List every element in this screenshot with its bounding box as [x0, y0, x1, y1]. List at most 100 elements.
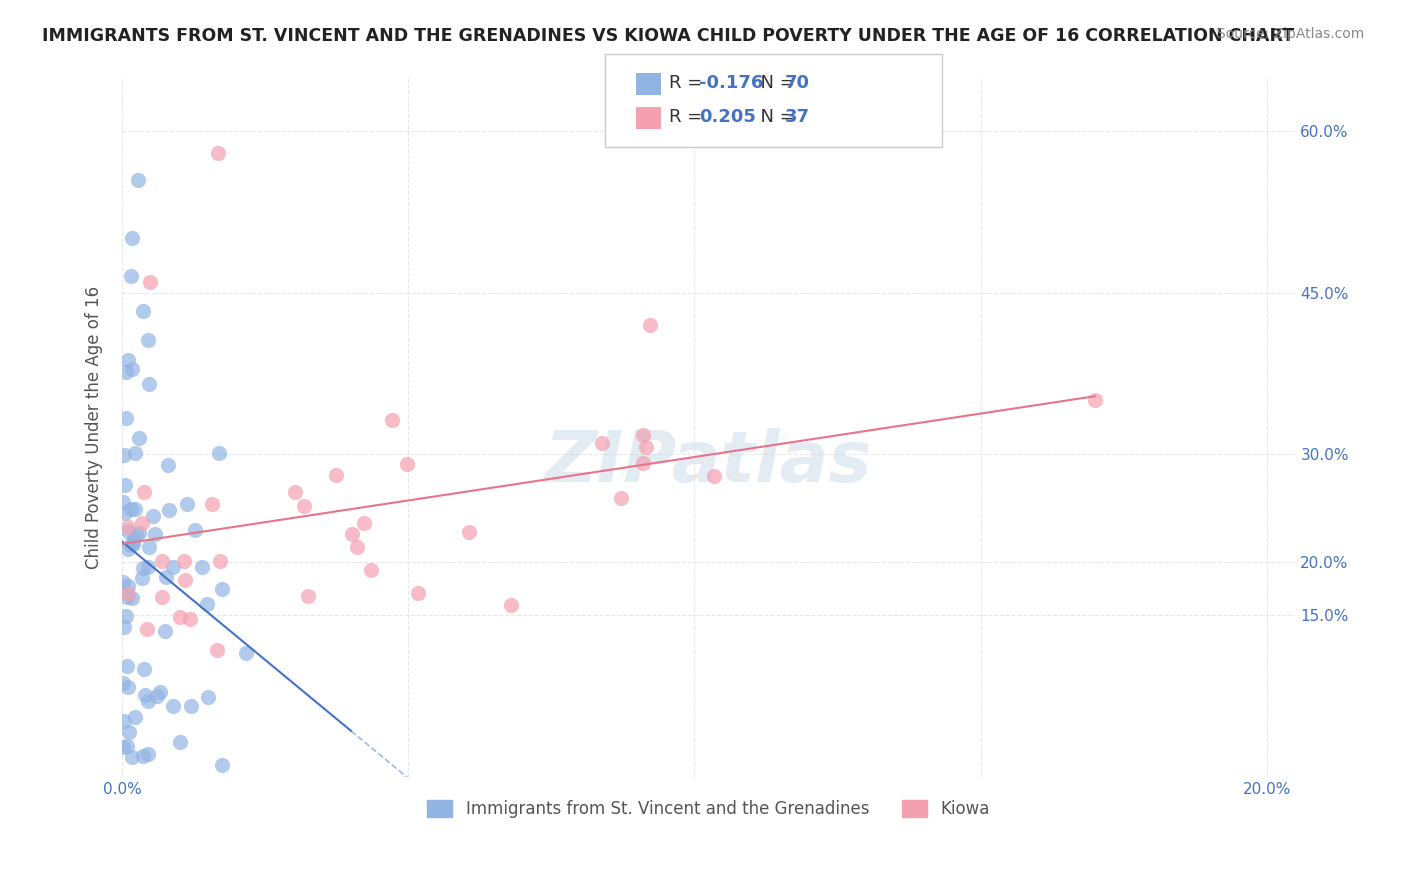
Point [135, 623, 157, 637]
Point [124, 710, 146, 724]
Point [117, 590, 139, 604]
Point [180, 698, 202, 713]
Point [703, 468, 725, 483]
Point [125, 528, 148, 542]
Text: -0.176: -0.176 [699, 74, 763, 92]
Point [138, 377, 160, 392]
Point [396, 457, 419, 471]
Point [211, 582, 233, 596]
Point [195, 597, 218, 611]
Point [117, 519, 139, 533]
Point [115, 739, 138, 754]
Point [117, 352, 139, 367]
Text: R =: R = [669, 74, 709, 92]
Point [136, 559, 159, 574]
Point [115, 410, 138, 425]
Point [124, 502, 146, 516]
Point [152, 590, 174, 604]
Point [631, 428, 654, 442]
Point [117, 587, 139, 601]
Point [115, 365, 138, 379]
Text: 37: 37 [785, 108, 810, 126]
Point [340, 527, 363, 541]
Legend: Immigrants from St. Vincent and the Grenadines, Kiowa: Immigrants from St. Vincent and the Gren… [420, 793, 997, 824]
Point [297, 589, 319, 603]
Point [150, 554, 173, 568]
Text: N =: N = [749, 74, 801, 92]
Point [381, 413, 404, 427]
Point [131, 571, 153, 585]
Text: 0.205: 0.205 [699, 108, 755, 126]
Text: 70: 70 [785, 74, 810, 92]
Point [501, 599, 523, 613]
Point [149, 684, 172, 698]
Point [121, 231, 143, 245]
Point [138, 275, 160, 289]
Point [132, 749, 155, 764]
Y-axis label: Child Poverty Under the Age of 16: Child Poverty Under the Age of 16 [86, 285, 103, 569]
Point [117, 524, 139, 538]
Point [121, 533, 143, 548]
Point [122, 537, 145, 551]
Point [128, 525, 150, 540]
Point [131, 516, 153, 530]
Point [173, 554, 195, 568]
Point [136, 333, 159, 347]
Point [121, 591, 143, 606]
Point [134, 688, 156, 702]
Point [111, 675, 134, 690]
Point [634, 441, 657, 455]
Point [169, 735, 191, 749]
Point [162, 559, 184, 574]
Point [292, 500, 315, 514]
Point [209, 554, 232, 568]
Point [207, 145, 229, 160]
Point [117, 541, 139, 556]
Point [112, 739, 135, 754]
Text: IMMIGRANTS FROM ST. VINCENT AND THE GRENADINES VS KIOWA CHILD POVERTY UNDER THE : IMMIGRANTS FROM ST. VINCENT AND THE GREN… [42, 27, 1295, 45]
Point [138, 540, 160, 554]
Point [155, 570, 177, 584]
Point [143, 526, 166, 541]
Point [132, 304, 155, 318]
Point [112, 714, 135, 728]
Point [610, 491, 633, 506]
Text: N =: N = [749, 108, 801, 126]
Point [207, 446, 229, 460]
Point [118, 724, 141, 739]
Point [174, 573, 197, 587]
Point [169, 610, 191, 624]
Point [346, 541, 368, 555]
Point [353, 516, 375, 531]
Point [1084, 393, 1107, 408]
Point [325, 467, 347, 482]
Point [121, 538, 143, 552]
Point [153, 624, 176, 639]
Point [157, 458, 180, 472]
Point [114, 609, 136, 624]
Point [284, 484, 307, 499]
Point [117, 579, 139, 593]
Point [114, 478, 136, 492]
Point [138, 747, 160, 761]
Text: ZIPatlas: ZIPatlas [546, 427, 873, 497]
Point [197, 690, 219, 705]
Point [115, 659, 138, 673]
Point [146, 689, 169, 703]
Point [176, 497, 198, 511]
Point [162, 699, 184, 714]
Point [134, 484, 156, 499]
Point [124, 446, 146, 460]
Point [134, 661, 156, 675]
Point [142, 508, 165, 523]
Point [184, 523, 207, 537]
Point [179, 612, 201, 626]
Point [112, 620, 135, 634]
Point [408, 585, 430, 599]
Point [191, 560, 214, 574]
Point [157, 503, 180, 517]
Text: Source: ZipAtlas.com: Source: ZipAtlas.com [1216, 27, 1364, 41]
Point [201, 497, 224, 511]
Point [128, 431, 150, 445]
Point [121, 362, 143, 376]
